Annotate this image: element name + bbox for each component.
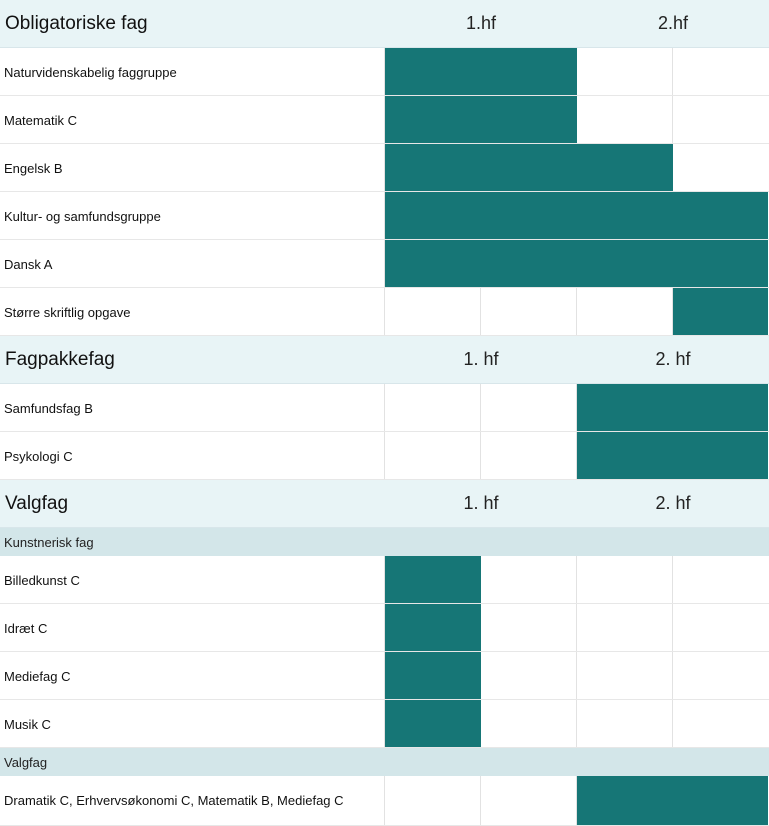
schedule-bar	[673, 288, 768, 335]
grid-line	[672, 556, 673, 603]
grid-line	[576, 432, 577, 479]
schedule-bar	[385, 144, 673, 191]
grid-line	[672, 604, 673, 651]
subject-label: Matematik C	[4, 113, 77, 128]
subject-label: Billedkunst C	[4, 573, 80, 588]
grid-line	[384, 700, 385, 747]
section-header: Obligatoriske fag 1.hf 2.hf	[0, 0, 769, 48]
subject-row: Mediefag C	[0, 652, 769, 700]
grid-line	[672, 48, 673, 95]
grid-line	[384, 556, 385, 603]
subject-label: Naturvidenskabelig faggruppe	[4, 65, 177, 80]
subject-label: Idræt C	[4, 621, 48, 636]
grid-line	[576, 776, 577, 825]
section-title: Obligatoriske fag	[5, 13, 148, 34]
column-header-2hf: 2. hf	[655, 493, 691, 513]
grid-line	[672, 96, 673, 143]
grid-line	[384, 192, 385, 239]
subject-row: Musik C	[0, 700, 769, 748]
subject-label: Samfundsfag B	[4, 401, 93, 416]
section-header: Fagpakkefag 1. hf 2. hf	[0, 336, 769, 384]
column-header-2hf: 2.hf	[657, 13, 689, 33]
schedule-bar	[385, 96, 577, 143]
grid-line	[384, 776, 385, 825]
group-subheader-label: Kunstnerisk fag	[4, 535, 94, 550]
schedule-bar	[385, 556, 481, 603]
grid-line	[576, 384, 577, 431]
grid-line	[384, 384, 385, 431]
grid-line	[576, 700, 577, 747]
section-title: Valgfag	[5, 493, 69, 514]
grid-line	[384, 288, 385, 335]
subject-row: Billedkunst C	[0, 556, 769, 604]
grid-line	[480, 432, 481, 479]
grid-line	[384, 96, 385, 143]
grid-line	[480, 288, 481, 335]
subject-row: Engelsk B	[0, 144, 769, 192]
grid-line	[672, 700, 673, 747]
subject-row: Matematik C	[0, 96, 769, 144]
grid-line	[576, 652, 577, 699]
grid-line	[384, 604, 385, 651]
group-subheader: Valgfag	[0, 748, 769, 776]
subject-label: Større skriftlig opgave	[4, 305, 131, 320]
schedule-bar	[385, 652, 481, 699]
subject-row: Dansk A	[0, 240, 769, 288]
schedule-bar	[385, 192, 768, 239]
grid-line	[576, 288, 577, 335]
subject-row: Større skriftlig opgave	[0, 288, 769, 336]
group-subheader: Kunstnerisk fag	[0, 528, 769, 556]
subject-row: Naturvidenskabelig faggruppe	[0, 48, 769, 96]
subject-label: Kultur- og samfundsgruppe	[4, 209, 161, 224]
column-header-2hf: 2. hf	[655, 349, 691, 369]
schedule-bar	[385, 604, 481, 651]
schedule-bar	[577, 432, 768, 479]
subject-label: Mediefag C	[4, 669, 71, 684]
subject-row: Samfundsfag B	[0, 384, 769, 432]
schedule-bar	[385, 48, 577, 95]
schedule-bar	[385, 240, 768, 287]
grid-line	[576, 604, 577, 651]
section-header: Valgfag 1. hf 2. hf	[0, 480, 769, 528]
grid-line	[480, 384, 481, 431]
grid-line	[384, 240, 385, 287]
column-header-1hf: 1. hf	[463, 493, 499, 513]
schedule-bar	[577, 776, 768, 825]
grid-line	[384, 48, 385, 95]
subject-row: Psykologi C	[0, 432, 769, 480]
section-title: Fagpakkefag	[5, 349, 115, 370]
group-subheader-label: Valgfag	[4, 755, 48, 770]
subject-label: Dramatik C, Erhvervsøkonomi C, Matematik…	[4, 793, 344, 808]
grid-line	[672, 652, 673, 699]
subject-row: Dramatik C, Erhvervsøkonomi C, Matematik…	[0, 776, 769, 826]
subject-label: Psykologi C	[4, 449, 73, 464]
grid-line	[480, 776, 481, 825]
column-header-1hf: 1. hf	[463, 349, 499, 369]
schedule-bar	[385, 700, 481, 747]
grid-line	[672, 288, 673, 335]
grid-line	[384, 432, 385, 479]
subject-row: Kultur- og samfundsgruppe	[0, 192, 769, 240]
subject-label: Musik C	[4, 717, 51, 732]
schedule-bar	[577, 384, 768, 431]
column-header-1hf: 1.hf	[465, 13, 497, 33]
subject-label: Dansk A	[4, 257, 53, 272]
subject-row: Idræt C	[0, 604, 769, 652]
subject-label: Engelsk B	[4, 161, 63, 176]
grid-line	[384, 144, 385, 191]
grid-line	[384, 652, 385, 699]
grid-line	[576, 556, 577, 603]
